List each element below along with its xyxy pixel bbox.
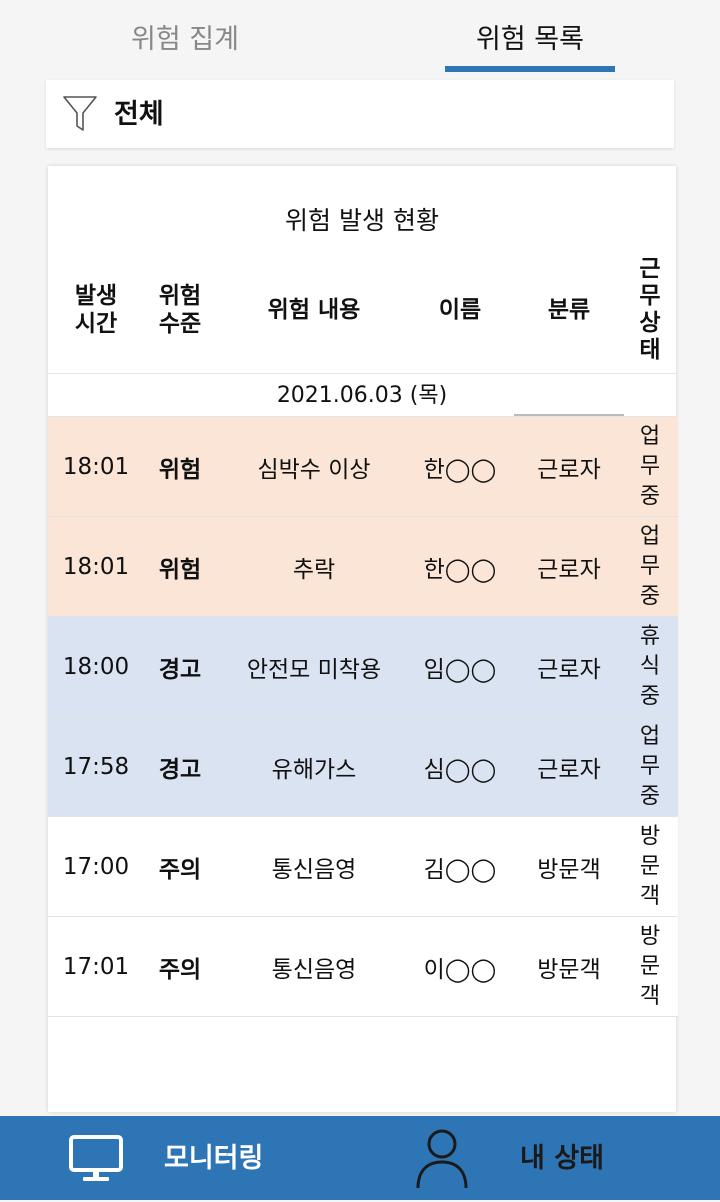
cell-name: 김◯◯ [423,857,497,883]
cell-content: 추락 [292,557,336,583]
date-row: 2021.06.03 (목) [48,375,676,417]
cell-type: 근로자 [537,757,601,783]
tab-risk-list[interactable]: 위험 목록 [476,24,584,55]
header-content: 위험 내용 [267,297,361,323]
person-icon [416,1129,468,1189]
cell-time: 17:01 [62,954,130,980]
cell-name: 한◯◯ [423,557,497,583]
cell-content: 안전모 미착용 [246,657,382,683]
cell-type: 방문객 [537,957,601,983]
header-type: 분류 [547,297,591,323]
filter-icon [63,96,97,131]
cell-time: 18:00 [62,654,130,680]
cell-type: 근로자 [537,657,601,683]
cell-time: 17:58 [62,754,130,780]
cell-name: 심◯◯ [423,757,497,783]
cell-level: 주의 [158,957,202,983]
cell-name: 이◯◯ [423,957,497,983]
nav-monitoring[interactable]: 모니터링 [0,1116,360,1200]
card-title: 위험 발생 현황 [285,206,439,235]
cell-time: 18:01 [62,554,130,580]
active-tab-indicator [445,66,615,72]
cell-level: 주의 [158,857,202,883]
cell-time: 18:01 [62,454,130,480]
cell-level: 위험 [158,457,202,483]
cell-level: 경고 [158,757,202,783]
date-divider [514,414,624,416]
filter-bar[interactable]: 전체 [46,80,674,148]
cell-content: 심박수 이상 [257,457,371,483]
cell-type: 근로자 [537,457,601,483]
header-level: 위험 수준 [158,283,202,337]
cell-content: 통신음영 [271,957,357,983]
nav-my-status-label: 내 상태 [520,1143,604,1174]
bottom-nav: 모니터링 내 상태 [0,1116,720,1200]
cell-name: 임◯◯ [423,657,497,683]
tab-risk-summary[interactable]: 위험 집계 [131,24,239,55]
cell-level: 경고 [158,657,202,683]
cell-name: 한◯◯ [423,457,497,483]
cell-time: 17:00 [62,854,130,880]
nav-my-status[interactable]: 내 상태 [360,1116,720,1200]
top-tabs: 위험 집계 위험 목록 [0,0,720,76]
cell-type: 방문객 [537,857,601,883]
nav-monitoring-label: 모니터링 [164,1143,264,1174]
monitor-icon [69,1135,123,1181]
cell-content: 통신음영 [271,857,357,883]
cell-type: 근로자 [537,557,601,583]
cell-level: 위험 [158,557,202,583]
filter-label: 전체 [114,99,164,130]
cell-content: 유해가스 [271,757,357,783]
header-time: 발생 시간 [74,283,118,337]
header-name: 이름 [438,297,482,323]
